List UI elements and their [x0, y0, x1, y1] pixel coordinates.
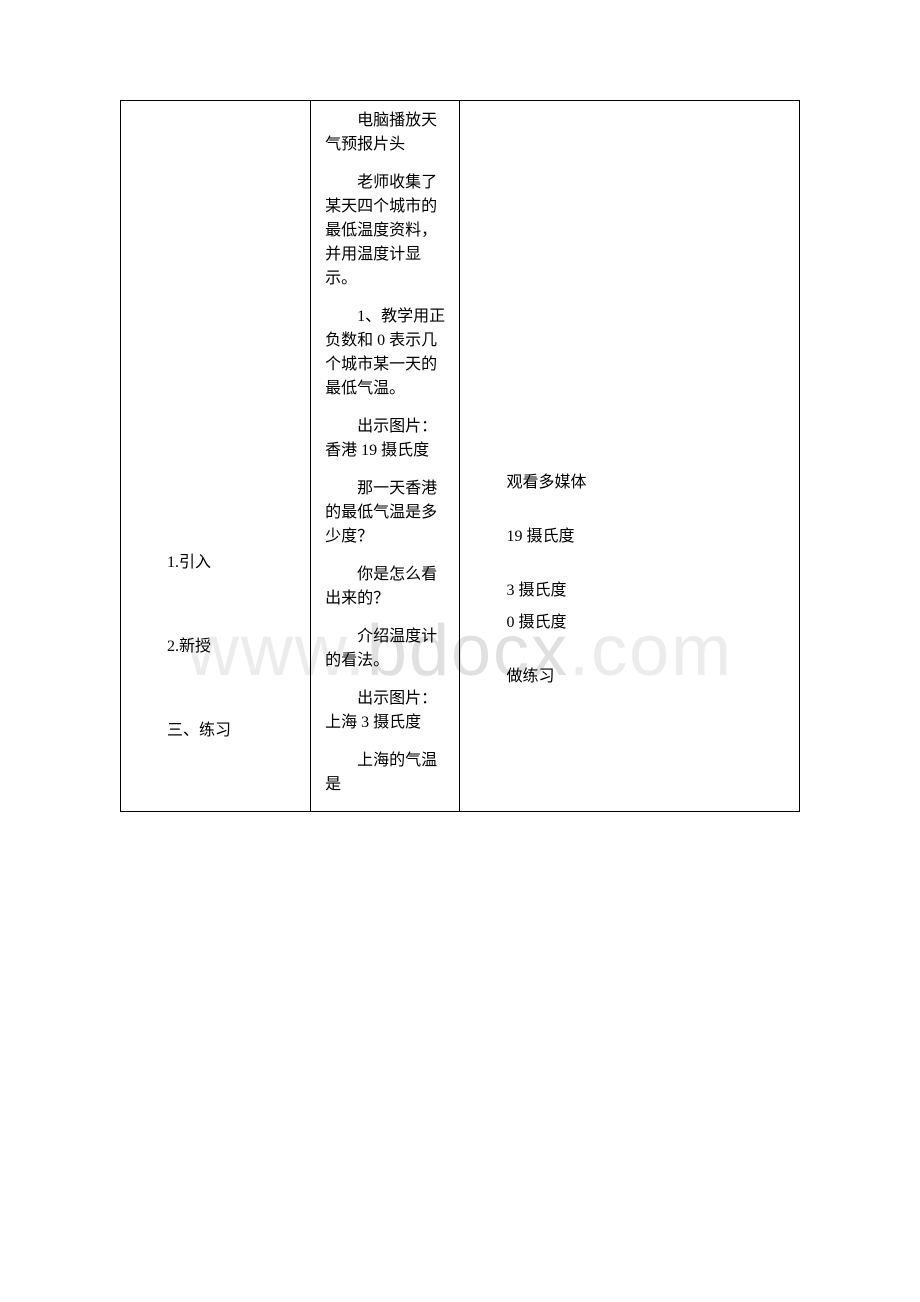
student-activity-cell: 观看多媒体 19 摄氏度 3 摄氏度 0 摄氏度 做练习	[460, 101, 800, 812]
student-item: 观看多媒体	[474, 471, 785, 495]
teacher-para: 1、教学用正负数和 0 表示几个城市某一天的最低气温。	[325, 305, 445, 401]
student-item: 19 摄氏度	[474, 525, 785, 549]
teacher-para: 上海的气温是	[325, 749, 445, 797]
teacher-para: 电脑播放天气预报片头	[325, 109, 445, 157]
teacher-para: 你是怎么看出来的？	[325, 563, 445, 611]
stage-cell: 1.引入 2.新授 三、练习	[121, 101, 311, 812]
stage-item: 1.引入	[135, 551, 296, 575]
stage-item: 三、练习	[135, 719, 296, 743]
table-row: 1.引入 2.新授 三、练习 电脑播放天气预报片头 老师收集了某天四个城市的最低…	[121, 101, 800, 812]
teacher-para: 出示图片：上海 3 摄氏度	[325, 687, 445, 735]
stage-item: 2.新授	[135, 635, 296, 659]
student-item: 0 摄氏度	[474, 611, 785, 635]
lesson-plan-table: 1.引入 2.新授 三、练习 电脑播放天气预报片头 老师收集了某天四个城市的最低…	[120, 100, 800, 812]
teacher-para: 老师收集了某天四个城市的最低温度资料，并用温度计显示。	[325, 171, 445, 291]
student-item: 做练习	[474, 665, 785, 689]
teacher-para: 介绍温度计的看法。	[325, 625, 445, 673]
teacher-para: 那一天香港的最低气温是多少度？	[325, 477, 445, 549]
teacher-para: 出示图片：香港 19 摄氏度	[325, 415, 445, 463]
student-item: 3 摄氏度	[474, 579, 785, 603]
teacher-activity-cell: 电脑播放天气预报片头 老师收集了某天四个城市的最低温度资料，并用温度计显示。 1…	[311, 101, 460, 812]
